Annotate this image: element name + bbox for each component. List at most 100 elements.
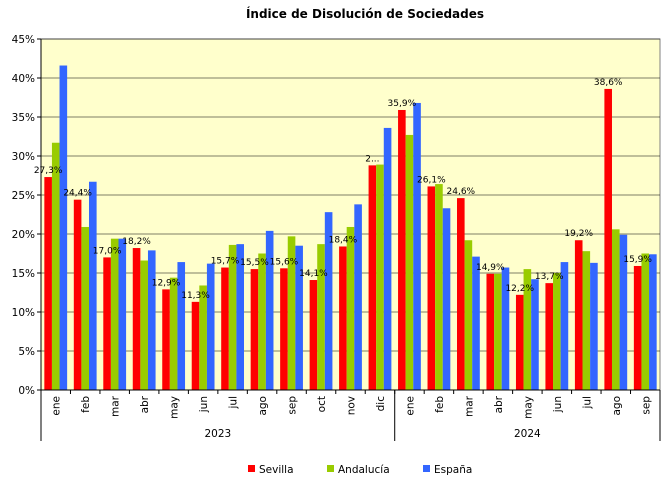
bar-sevilla	[309, 280, 318, 390]
data-label: 17,0%	[93, 246, 122, 256]
bar-sevilla	[73, 199, 82, 390]
bar-andalucía	[464, 240, 473, 390]
bar-andalucía	[258, 253, 266, 390]
bar-andalucía	[317, 244, 325, 390]
data-label: 12,9%	[152, 278, 181, 288]
x-tick-label: jul	[581, 396, 593, 410]
data-label: 38,6%	[594, 78, 623, 88]
y-tick-label: 45%	[12, 34, 35, 46]
x-tick-label: ene	[51, 396, 63, 416]
bar-andalucía	[435, 184, 443, 390]
bar-andalucía	[228, 244, 237, 390]
bar-sevilla	[280, 268, 288, 390]
bar-sevilla	[457, 198, 465, 390]
bar-andalucía	[287, 236, 296, 390]
bar-sevilla	[604, 88, 612, 391]
data-label: 27,3%	[34, 166, 63, 176]
bar-españa	[590, 262, 598, 390]
bar-sevilla	[250, 269, 259, 390]
data-label: 12,2%	[505, 284, 534, 294]
x-tick-label: dic	[375, 396, 387, 412]
bar-andalucía	[346, 226, 355, 390]
x-tick-label: jun	[198, 396, 210, 413]
bar-sevilla	[44, 177, 52, 390]
legend-swatch-andalucía	[327, 465, 334, 472]
x-tick-label: abr	[139, 395, 151, 413]
data-label: 15,7%	[211, 257, 240, 267]
data-label: 18,4%	[329, 235, 358, 245]
chart-title: Índice de Disolución de Sociedades	[246, 6, 484, 21]
x-tick-label: sep	[287, 396, 299, 415]
bar-andalucía	[81, 226, 90, 390]
bar-sevilla	[132, 248, 141, 390]
y-tick-label: 0%	[18, 385, 35, 397]
data-label: 15,9%	[623, 255, 652, 265]
data-label: 14,9%	[476, 263, 505, 273]
bar-sevilla	[191, 301, 200, 390]
bar-españa	[560, 262, 569, 390]
bar-andalucía	[376, 164, 384, 390]
bar-españa	[413, 102, 421, 391]
y-tick-label: 10%	[12, 307, 35, 319]
data-label: 14,1%	[299, 269, 328, 279]
data-label: 2...	[365, 154, 379, 164]
bar-españa	[442, 208, 451, 390]
bar-andalucía	[553, 273, 561, 390]
data-label: 15,5%	[240, 258, 269, 268]
legend-label: Sevilla	[259, 464, 294, 476]
x-tick-label: abr	[493, 395, 505, 413]
x-tick-label: ago	[257, 396, 269, 416]
bar-españa	[619, 234, 628, 390]
bar-sevilla	[486, 273, 495, 390]
bar-españa	[177, 262, 186, 390]
bar-sevilla	[221, 267, 229, 390]
bar-sevilla	[515, 294, 524, 390]
bar-españa	[59, 65, 68, 391]
bar-andalucía	[523, 269, 532, 390]
x-tick-label: may	[169, 396, 181, 419]
data-label: 35,9%	[388, 99, 417, 109]
bar-andalucía	[199, 285, 207, 390]
bar-españa	[206, 263, 215, 390]
bar-españa	[324, 212, 333, 390]
bar-sevilla	[103, 257, 111, 390]
x-tick-label: mar	[110, 395, 122, 417]
x-tick-label: jun	[552, 396, 564, 413]
y-tick-label: 35%	[12, 112, 35, 124]
bar-sevilla	[427, 186, 436, 390]
bar-españa	[89, 181, 97, 390]
bar-españa	[383, 127, 392, 391]
bar-andalucía	[169, 277, 178, 390]
y-tick-label: 30%	[12, 151, 35, 163]
x-tick-label: feb	[434, 396, 446, 413]
bar-andalucía	[582, 251, 591, 390]
bar-sevilla	[162, 289, 170, 390]
bar-sevilla	[633, 265, 642, 390]
data-label: 18,2%	[122, 237, 151, 247]
bar-andalucía	[494, 273, 502, 390]
data-label: 24,4%	[63, 189, 92, 199]
bar-españa	[501, 267, 510, 390]
x-tick-label: nov	[346, 396, 358, 415]
bar-andalucía	[611, 229, 620, 390]
bar-sevilla	[574, 240, 583, 390]
bar-andalucía	[110, 238, 119, 390]
x-tick-label: ago	[611, 396, 623, 416]
data-label: 19,2%	[564, 229, 593, 239]
data-label: 26,1%	[417, 175, 446, 185]
bar-españa	[236, 244, 244, 390]
data-label: 24,6%	[447, 187, 476, 197]
y-tick-label: 25%	[12, 190, 35, 202]
bar-andalucía	[51, 142, 60, 390]
x-tick-label: oct	[316, 396, 328, 412]
bar-españa	[265, 230, 274, 390]
bar-españa	[531, 279, 539, 390]
y-tick-label: 15%	[12, 268, 35, 280]
bar-sevilla	[398, 109, 406, 390]
y-tick-label: 20%	[12, 229, 35, 241]
year-label: 2023	[204, 428, 231, 440]
data-label: 11,3%	[181, 291, 210, 301]
bar-andalucía	[405, 134, 414, 390]
bar-andalucía	[140, 260, 148, 390]
